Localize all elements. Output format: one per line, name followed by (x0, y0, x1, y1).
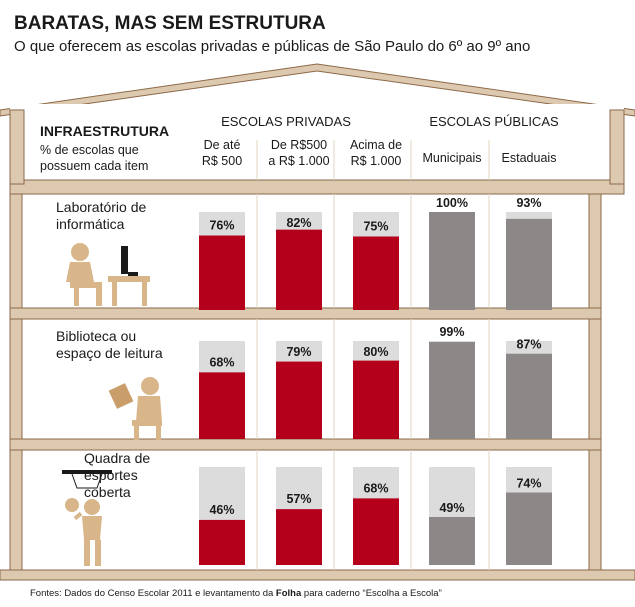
header-band (10, 104, 624, 184)
bars: 76% 82% 75% 100% 93% 68% 79% 80% 99% 87% 46% 57% 68%… (199, 196, 552, 565)
page-subtitle: O que oferecem as escolas privadas e púb… (14, 38, 530, 55)
column-header-privada_500_1000-line1: De R$500 (271, 138, 327, 152)
bar-basketball-municipais (429, 516, 475, 565)
column-separators (256, 140, 490, 570)
row-label-2-line2: espaço de leitura (56, 345, 163, 361)
column-header-privada_500_1000-line2: a R$ 1.000 (268, 154, 329, 168)
column-header-privada_ate_500-line1: De até (204, 138, 241, 152)
data-label: 82% (286, 216, 311, 230)
infra-note-line2: possuem cada item (40, 159, 148, 173)
page-title: BARATAS, MAS SEM ESTRUTURA (14, 13, 326, 34)
bar-basketball-privada_500_1000 (276, 509, 322, 565)
row-label-2-line1: Biblioteca ou (56, 328, 136, 344)
bar-computer-lab-municipais (429, 212, 475, 310)
row-label-3-line2: esportes (84, 467, 138, 483)
bar-basketball-privada_acima_1000 (353, 498, 399, 565)
column-header-municipais-line1: Municipais (422, 151, 481, 165)
building-illustration (0, 63, 635, 581)
bar-reader-privada_acima_1000 (353, 360, 399, 439)
row-label-1-line1: Laboratório de (56, 199, 147, 215)
ground (0, 569, 635, 581)
bar-computer-lab-estaduais (506, 218, 552, 310)
row-label-1-line2: informática (56, 216, 125, 232)
bar-computer-lab-privada_ate_500 (199, 235, 245, 310)
bar-computer-lab-privada_500_1000 (276, 229, 322, 310)
column-header-estaduais-line1: Estaduais (502, 151, 557, 165)
row-label-3-line3: coberta (84, 484, 131, 500)
data-label: 68% (209, 355, 234, 369)
data-label: 87% (516, 338, 541, 352)
data-label: 80% (363, 345, 388, 359)
data-label: 74% (516, 476, 541, 490)
data-label: 49% (439, 501, 464, 515)
group-label-private: ESCOLAS PRIVADAS (221, 114, 351, 129)
column-headers: De até R$ 500 De R$500 a R$ 1.000 Acima de R$… (202, 138, 557, 168)
data-label: 76% (209, 219, 234, 233)
infra-heading: INFRAESTRUTURA (40, 123, 169, 139)
bar-reader-estaduais (506, 353, 552, 439)
basketball-icon (62, 470, 112, 566)
beam-top (9, 179, 625, 195)
bar-basketball-privada_ate_500 (199, 519, 245, 565)
data-label: 79% (286, 345, 311, 359)
computer-lab-icon (66, 243, 150, 306)
wall-left-top (9, 109, 25, 185)
column-header-privada_ate_500-line2: R$ 500 (202, 154, 242, 168)
bar-reader-privada_500_1000 (276, 361, 322, 439)
infra-note-line1: % de escolas que (40, 143, 139, 157)
data-label: 99% (439, 325, 464, 339)
data-label: 57% (286, 492, 311, 506)
column-header-privada_acima_1000-line1: Acima de (350, 138, 402, 152)
wall-right-top (609, 109, 625, 185)
bar-reader-privada_ate_500 (199, 372, 245, 439)
wall-left (9, 193, 23, 575)
roof (0, 63, 635, 117)
data-label: 93% (516, 196, 541, 210)
data-label: 75% (363, 220, 388, 234)
column-header-privada_acima_1000-line2: R$ 1.000 (351, 154, 402, 168)
data-label: 46% (209, 503, 234, 517)
bar-computer-lab-privada_acima_1000 (353, 236, 399, 310)
reader-icon (108, 377, 162, 440)
source-note: Fontes: Dados do Censo Escolar 2011 e le… (30, 588, 442, 599)
data-label: 68% (363, 481, 388, 495)
group-label-public: ESCOLAS PÚBLICAS (429, 114, 559, 129)
data-label: 100% (436, 196, 468, 210)
wall-right (588, 193, 602, 575)
row-label-3-line1: Quadra de (84, 450, 150, 466)
bar-basketball-estaduais (506, 492, 552, 565)
bar-reader-municipais (429, 341, 475, 439)
floor-2 (9, 438, 602, 451)
